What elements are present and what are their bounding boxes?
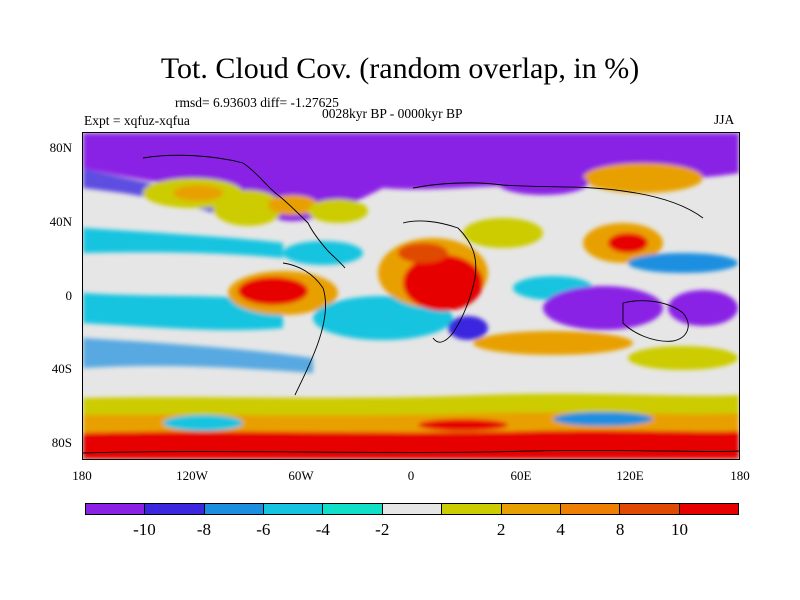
colorbar-label: -4 [315,520,330,539]
colorbar-box [382,504,443,514]
colorbar-box [86,504,146,514]
lon-label-120w: 120W [176,468,208,483]
colorbar-label: 2 [496,520,506,539]
period-label: 0028kyr BP - 0000kyr BP [322,106,463,121]
colorbar-label: 4 [556,520,565,539]
colorbar-box [620,504,680,514]
lon-label-180e: 180 [730,468,750,483]
colorbar-box [204,504,265,514]
experiment-label: Expt = xqfuz-xqfua [84,113,190,128]
stats-text: rmsd= 6.93603 diff= -1.27625 [175,95,339,110]
colorbar-label: -8 [196,520,211,539]
lat-label-80n: 80N [49,140,72,155]
colorbar-box [145,504,205,514]
lat-label-0: 0 [65,288,73,303]
colorbar-box [264,504,324,514]
colorbar-label: -6 [256,520,271,539]
lat-label-40n: 40N [49,214,72,229]
colorbar-box [442,504,502,514]
colorbar [85,503,739,515]
plot-title: Tot. Cloud Cov. (random overlap, in %) [160,52,640,85]
lon-label-0: 0 [407,468,415,483]
colorbar-box [679,504,738,514]
lat-label-40s: 40S [51,361,72,376]
colorbar-label: -2 [375,520,390,539]
colorbar-label: -10 [133,520,156,539]
lon-label-120e: 120E [616,468,644,483]
anomaly-field [83,133,739,459]
cloud-cover-map [83,133,739,459]
colorbar-label: 8 [615,520,625,539]
season-label: JJA [714,112,735,127]
lon-label-60e: 60E [510,468,532,483]
lon-label-60w: 60W [288,468,314,483]
colorbar-box [501,504,561,514]
lon-label-180w: 180 [72,468,92,483]
lat-label-80s: 80S [51,435,72,450]
colorbar-box [323,504,383,514]
colorbar-box [560,504,621,514]
coastlines [83,154,739,454]
colorbar-label: 10 [671,520,689,539]
map-panel [82,132,740,460]
